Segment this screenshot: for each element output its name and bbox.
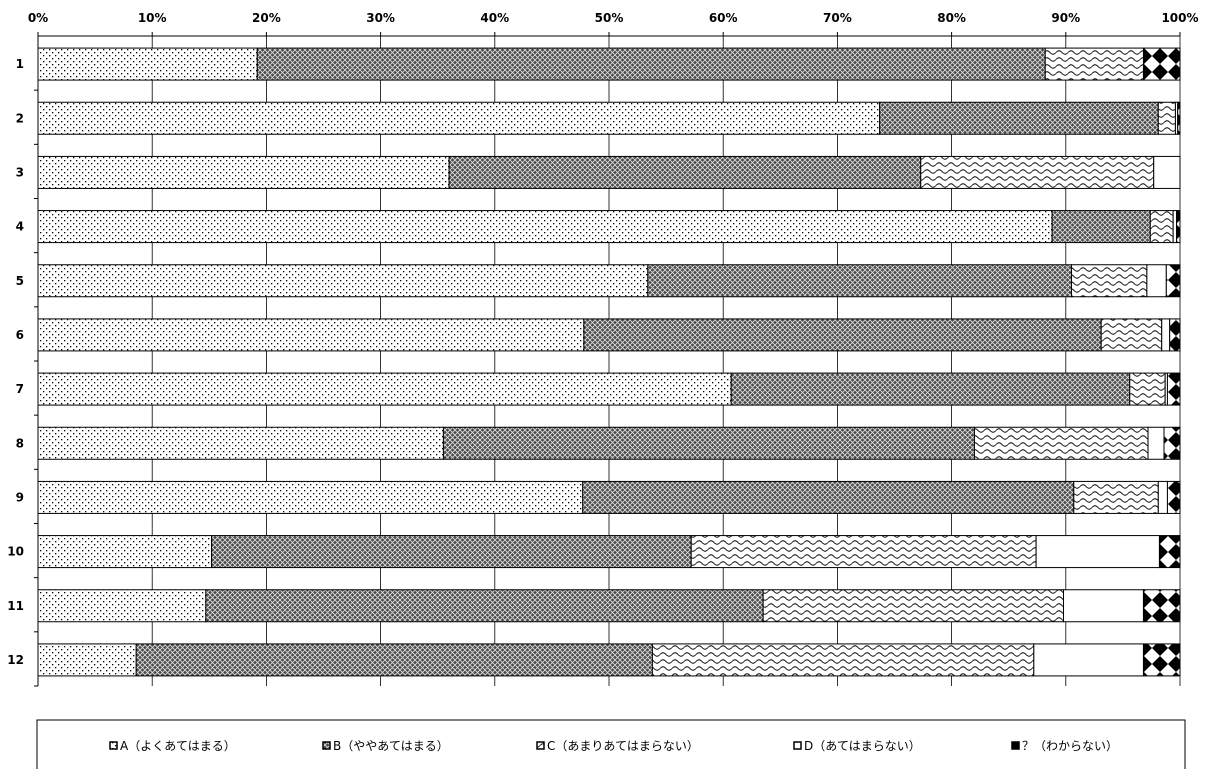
bar-segment [1071, 264, 1148, 298]
bar-segment [37, 589, 207, 623]
bar-segment [37, 155, 450, 189]
bar-segment [1051, 210, 1151, 244]
bar-segment [730, 372, 1131, 406]
bar-segment [651, 643, 1035, 677]
bar-segment [1073, 480, 1159, 514]
legend-label: ？（わからない） [1022, 739, 1118, 753]
bar-segment [1157, 101, 1176, 135]
legend: A（よくあてはまる） B（ややあてはまる） C（あまりあてはまらない） D（あてはまら… [36, 719, 1186, 769]
bar-segment [448, 155, 922, 189]
bar-segment [1169, 318, 1181, 352]
bar-segment [1033, 643, 1144, 677]
bar-segment [583, 318, 1102, 352]
bar-segment [1161, 318, 1171, 352]
bar-segment [762, 589, 1065, 623]
legend-label: D（あてはまらない） [804, 739, 921, 753]
gridlines [37, 36, 1181, 686]
bar-segment [1163, 426, 1181, 460]
bar-segment [211, 535, 692, 569]
bar-segment [647, 264, 1073, 298]
bar-segment [1177, 101, 1181, 135]
category-label: 10 [7, 545, 24, 559]
bar-segment [582, 480, 1075, 514]
x-tick-label: 40% [480, 11, 509, 25]
bar-segment [690, 535, 1037, 569]
bar-segment [37, 47, 258, 81]
bar-segment [1165, 264, 1181, 298]
legend-label: C（あまりあてはまらない） [547, 739, 699, 753]
bar-segment [37, 318, 585, 352]
bar-segment [1142, 47, 1181, 81]
bar-segment [920, 155, 1155, 189]
category-label: 3 [16, 165, 24, 179]
category-label: 7 [16, 382, 24, 396]
x-tick-label: 100% [1161, 11, 1198, 25]
bar-segment [442, 426, 975, 460]
category-label: 8 [16, 436, 24, 450]
bars [37, 47, 1181, 677]
bar-segment [1142, 643, 1181, 677]
category-label: 5 [16, 274, 24, 288]
bar-segment [1100, 318, 1163, 352]
legend-box [36, 719, 1186, 769]
bar-segment [973, 426, 1149, 460]
bar-segment [1176, 210, 1181, 244]
category-label: 4 [16, 220, 24, 234]
bar-segment [256, 47, 1046, 81]
x-tick-label: 60% [709, 11, 738, 25]
legend-swatch [322, 741, 331, 750]
x-tick-label: 0% [28, 11, 48, 25]
bar-segment [879, 101, 1159, 135]
bar-segment [1172, 210, 1178, 244]
legend-swatch [793, 741, 802, 750]
legend-swatch [536, 741, 545, 750]
x-tick-label: 30% [366, 11, 395, 25]
bar-segment [37, 210, 1053, 244]
category-label: 1 [16, 57, 24, 71]
bar-segment [1035, 535, 1160, 569]
legend-label: B（ややあてはまる） [333, 739, 449, 753]
x-tick-label: 90% [1051, 11, 1080, 25]
legend-swatch [109, 741, 118, 750]
bar-segment [135, 643, 653, 677]
x-tick-label: 70% [823, 11, 852, 25]
bar-segment [37, 372, 732, 406]
bar-segment [1158, 535, 1181, 569]
bar-segment [37, 426, 444, 460]
category-label: 6 [16, 328, 24, 342]
axes: 0% 10% 20% 30% 40% 50% 60% 70% 80% 90% 100%1234567… [7, 11, 1199, 687]
x-tick-label: 80% [937, 11, 966, 25]
bar-segment [37, 101, 881, 135]
bar-segment [1149, 210, 1174, 244]
bar-segment [1147, 426, 1165, 460]
x-tick-label: 10% [138, 11, 167, 25]
bar-segment [37, 264, 649, 298]
bar-segment [1044, 47, 1144, 81]
bar-segment [1166, 480, 1181, 514]
bar-segment [1157, 480, 1168, 514]
x-tick-label: 50% [595, 11, 624, 25]
category-label: 2 [16, 111, 24, 125]
bar-segment [37, 480, 584, 514]
bar-segment [1142, 589, 1181, 623]
category-label: 9 [16, 490, 24, 504]
bar-segment [1129, 372, 1166, 406]
legend-label: A（よくあてはまる） [120, 739, 236, 753]
category-label: 12 [7, 653, 24, 667]
bar-segment [1146, 264, 1167, 298]
bar-segment [37, 535, 213, 569]
x-tick-label: 20% [252, 11, 281, 25]
bar-segment [1153, 155, 1181, 189]
bar-segment [205, 589, 764, 623]
legend-swatch [1011, 741, 1020, 750]
bar-segment [1166, 372, 1181, 406]
category-label: 11 [7, 599, 24, 613]
bar-segment [37, 643, 137, 677]
bar-segment [1063, 589, 1144, 623]
